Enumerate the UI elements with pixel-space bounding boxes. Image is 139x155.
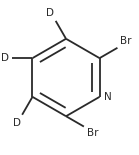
Text: D: D — [1, 53, 9, 63]
Text: N: N — [104, 92, 112, 102]
Text: Br: Br — [120, 36, 132, 46]
Text: D: D — [13, 117, 21, 128]
Text: D: D — [46, 8, 54, 18]
Text: Br: Br — [87, 128, 98, 138]
